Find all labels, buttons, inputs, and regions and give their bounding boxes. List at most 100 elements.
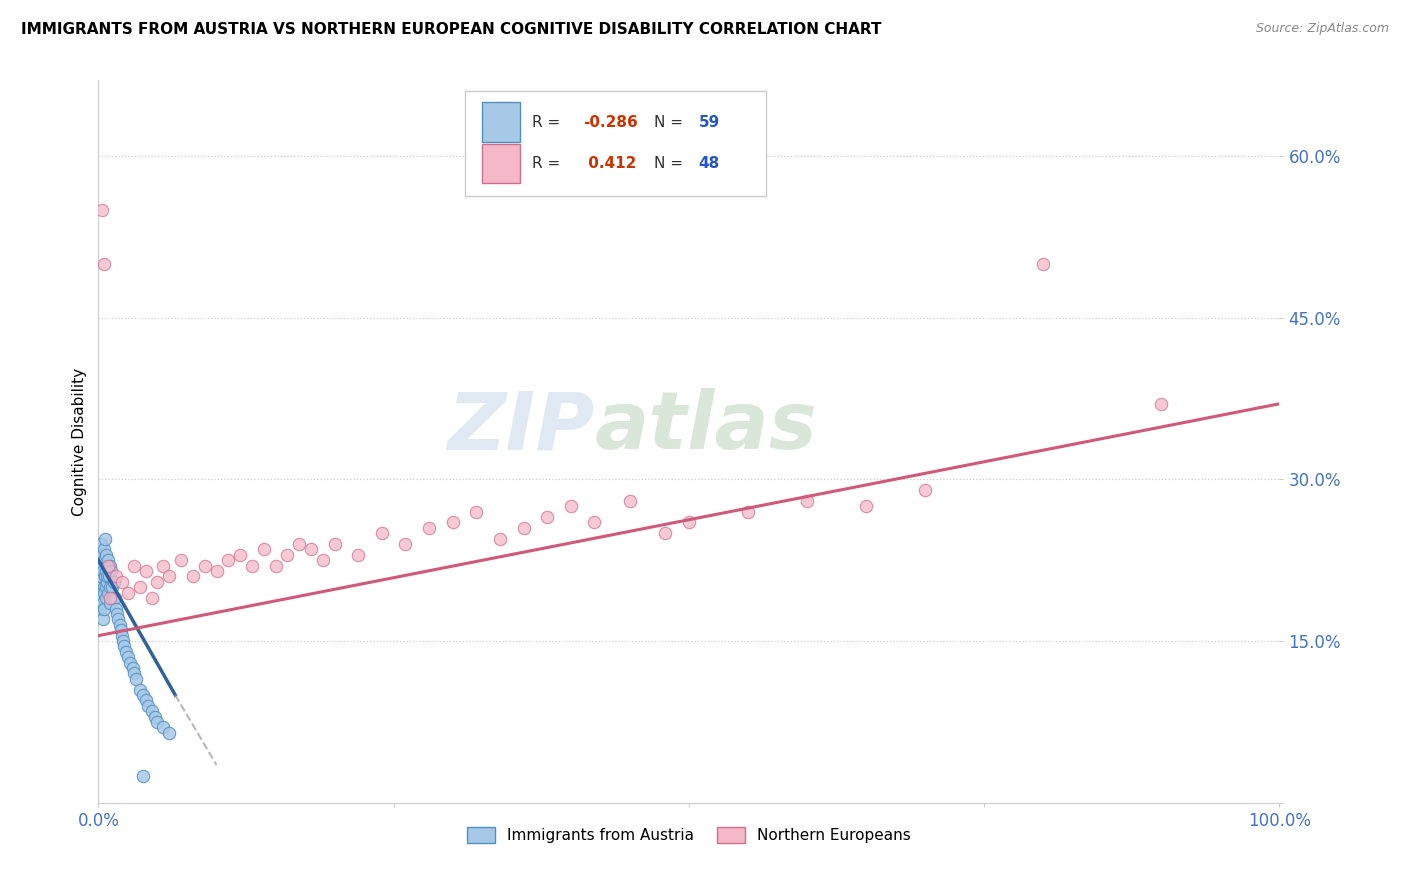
Legend: Immigrants from Austria, Northern Europeans: Immigrants from Austria, Northern Europe… [461,822,917,849]
Point [619,493,641,508]
Point [276,548,298,562]
Text: 0.412: 0.412 [582,156,636,171]
Point [141,704,163,718]
Point [100,564,122,578]
Point [91,612,114,626]
Point [135,564,157,578]
Point [110,624,132,638]
Point [136,698,159,713]
Point [120,656,142,670]
Point [105,607,128,621]
Point [117,585,139,599]
Point [157,569,180,583]
Point [96,574,118,589]
Point [135,693,157,707]
Point [98,580,121,594]
Text: 48: 48 [699,156,720,171]
Point [678,516,700,530]
Text: Source: ZipAtlas.com: Source: ZipAtlas.com [1256,22,1389,36]
Point [89,601,111,615]
Point [560,500,582,514]
Point [97,585,120,599]
Point [93,601,115,615]
Point [132,688,155,702]
FancyBboxPatch shape [464,91,766,196]
Point [90,574,112,589]
Point [125,672,148,686]
Point [91,558,114,573]
Point [143,709,166,723]
Point [128,682,150,697]
Point [205,564,228,578]
Point [512,521,534,535]
Point [146,574,169,589]
Y-axis label: Cognitive Disability: Cognitive Disability [72,368,87,516]
Point [181,569,204,583]
Point [194,558,217,573]
Point [114,645,136,659]
Point [312,553,335,567]
Point [107,612,129,626]
Point [94,569,117,583]
Point [94,532,117,546]
Point [121,661,143,675]
Point [96,569,118,583]
Point [347,548,370,562]
Point [91,591,114,605]
Point [157,725,180,739]
Point [94,591,117,605]
Text: ZIP: ZIP [447,388,595,467]
Point [91,564,114,578]
Point [105,569,128,583]
Text: N =: N = [654,156,688,171]
Point [170,553,193,567]
Point [229,548,252,562]
Point [152,720,174,734]
Point [91,548,114,562]
Point [418,521,440,535]
Point [288,537,311,551]
Point [264,558,287,573]
Point [97,558,120,573]
Point [94,548,117,562]
Point [93,585,115,599]
Point [914,483,936,497]
Text: R =: R = [531,156,565,171]
Point [299,542,322,557]
Text: atlas: atlas [595,388,817,467]
Text: R =: R = [531,115,565,129]
Point [111,574,134,589]
Point [371,526,394,541]
Point [91,202,114,217]
Point [128,580,150,594]
Text: -0.286: -0.286 [582,115,637,129]
Text: N =: N = [654,115,688,129]
Point [112,634,135,648]
Point [108,618,131,632]
Point [654,526,676,541]
Point [96,558,118,573]
Point [89,558,111,573]
Text: IMMIGRANTS FROM AUSTRIA VS NORTHERN EUROPEAN COGNITIVE DISABILITY CORRELATION CH: IMMIGRANTS FROM AUSTRIA VS NORTHERN EURO… [21,22,882,37]
Point [104,591,127,605]
Point [94,564,117,578]
Point [97,553,120,567]
Point [536,510,558,524]
Point [240,558,263,573]
Point [111,629,134,643]
Point [253,542,276,557]
Point [101,591,124,605]
Point [122,666,145,681]
Point [91,596,114,610]
Point [441,516,464,530]
Point [1032,257,1054,271]
Point [98,596,121,610]
Point [132,769,155,783]
Point [93,257,115,271]
Point [112,640,135,654]
Point [93,553,115,567]
Point [217,553,239,567]
Point [146,714,169,729]
Point [489,532,512,546]
Point [98,569,121,583]
